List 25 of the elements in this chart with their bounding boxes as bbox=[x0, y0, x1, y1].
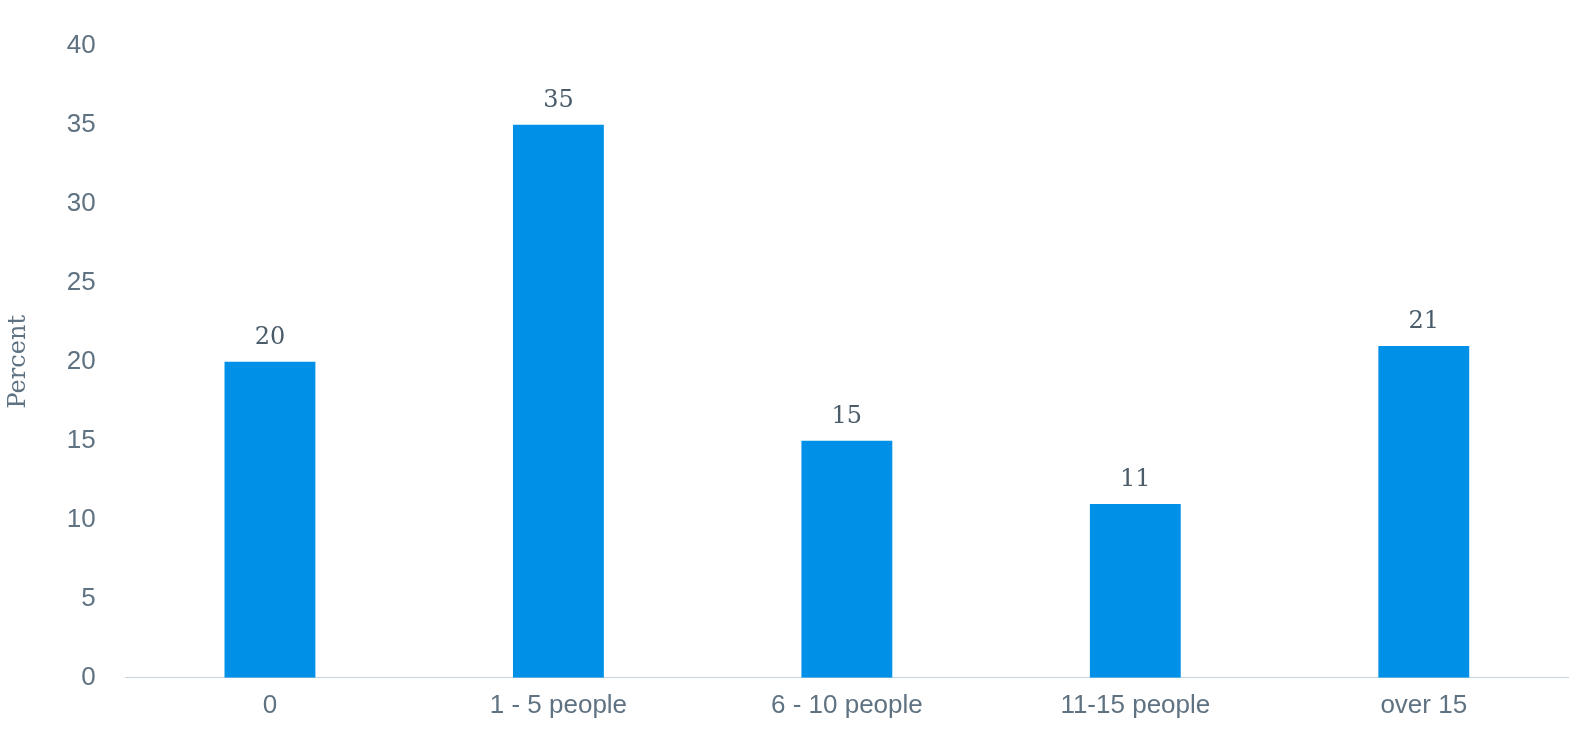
bar bbox=[1378, 345, 1470, 678]
x-tick-label: 0 bbox=[262, 688, 278, 719]
data-label: 20 bbox=[254, 321, 286, 350]
x-tick-label: 11-15 people bbox=[1060, 688, 1211, 719]
y-tick-label: 30 bbox=[66, 186, 96, 217]
y-tick-label: 35 bbox=[66, 107, 96, 138]
x-tick-label: 6 - 10 people bbox=[770, 688, 923, 719]
data-label: 21 bbox=[1408, 306, 1440, 335]
bar bbox=[512, 124, 604, 678]
bar bbox=[1089, 503, 1181, 678]
bar bbox=[224, 361, 316, 678]
data-label: 35 bbox=[543, 84, 574, 113]
y-tick-label: 40 bbox=[66, 28, 96, 59]
y-tick-label: 25 bbox=[66, 265, 96, 296]
y-tick-label: 20 bbox=[66, 344, 96, 375]
y-tick-label: 0 bbox=[81, 660, 96, 691]
y-axis-title: Percent bbox=[2, 314, 31, 409]
data-label: 11 bbox=[1120, 464, 1151, 493]
data-label: 15 bbox=[831, 400, 863, 429]
y-tick-label: 15 bbox=[66, 423, 96, 454]
x-tick-label: over 15 bbox=[1380, 688, 1468, 719]
x-tick-label: 1 - 5 people bbox=[489, 688, 628, 719]
y-tick-label: 5 bbox=[81, 581, 96, 612]
bar bbox=[801, 440, 893, 678]
y-tick-label: 10 bbox=[66, 502, 96, 533]
